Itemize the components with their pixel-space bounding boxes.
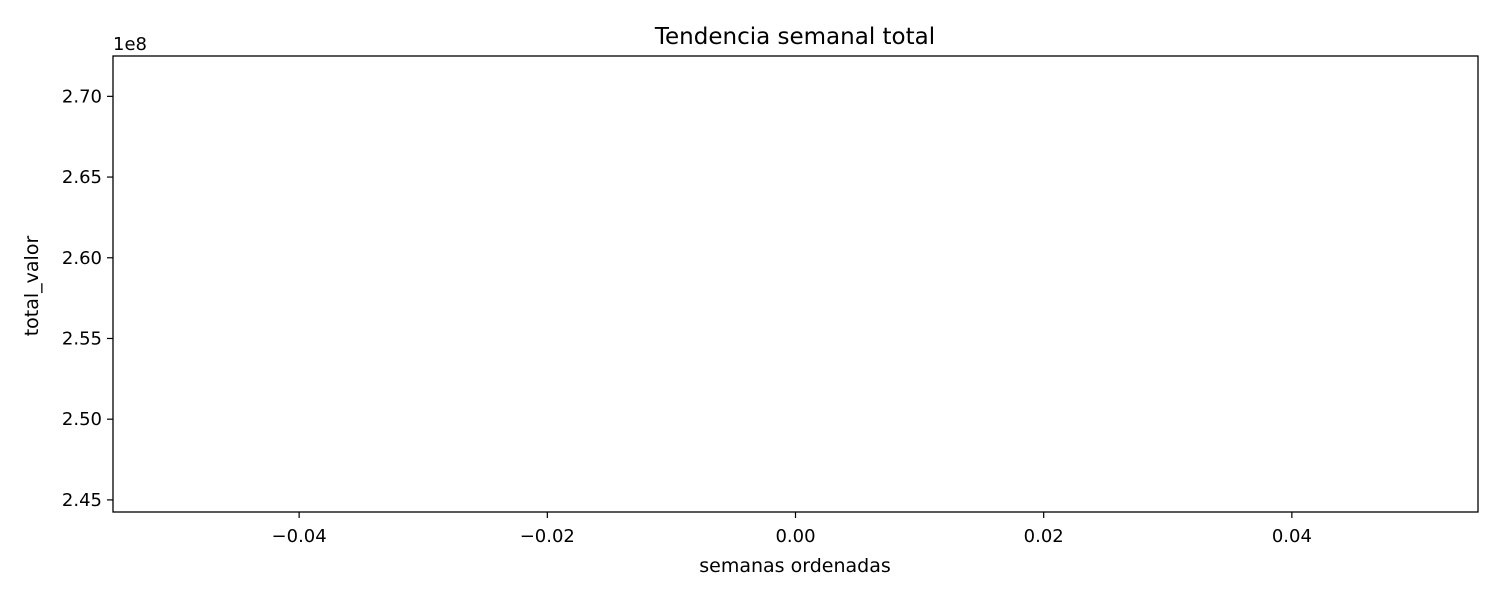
y-axis-ticks: 2.45 2.50 2.55 2.60 2.65 2.70 [62,86,113,511]
y-axis-label: total_valor [21,236,43,337]
y-axis-offset-label: 1e8 [113,34,147,55]
y-tick-label: 2.70 [62,86,102,107]
y-tick-label: 2.65 [62,167,102,188]
y-tick-label: 2.50 [62,409,102,430]
y-tick-label: 2.60 [62,248,102,269]
y-tick-label: 2.55 [62,328,102,349]
x-tick-label: 0.04 [1272,526,1312,547]
plot-area-frame [112,55,1479,513]
x-tick-label: 0.00 [775,526,815,547]
x-tick-label: 0.02 [1024,526,1064,547]
y-tick-label: 2.45 [62,490,102,511]
x-axis-label: semanas ordenadas [699,555,891,577]
chart-title: Tendencia semanal total [654,24,935,50]
x-axis-ticks: −0.04 −0.02 0.00 0.02 0.04 [272,512,1312,547]
x-tick-label: −0.02 [520,526,575,547]
x-tick-label: −0.04 [272,526,327,547]
